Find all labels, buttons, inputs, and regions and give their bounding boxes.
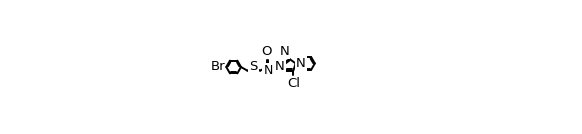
Text: S: S bbox=[250, 60, 258, 74]
Text: Br: Br bbox=[211, 60, 226, 74]
Text: N: N bbox=[275, 60, 284, 74]
Text: N: N bbox=[296, 57, 306, 70]
Text: Cl: Cl bbox=[287, 77, 300, 90]
Text: NH: NH bbox=[264, 64, 282, 77]
Text: O: O bbox=[261, 45, 272, 58]
Text: N: N bbox=[279, 45, 289, 58]
